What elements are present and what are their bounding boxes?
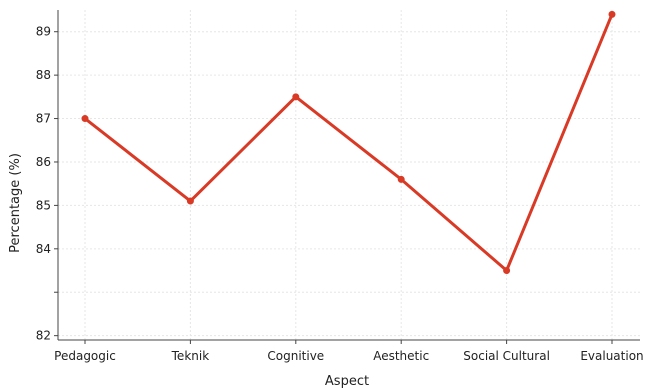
- y-tick-label: 87: [36, 112, 51, 126]
- data-point: [292, 93, 300, 101]
- y-tick-label: 84: [36, 242, 51, 256]
- data-point: [608, 10, 616, 18]
- y-tick-label: 88: [36, 68, 51, 82]
- y-tick-label: 89: [36, 25, 51, 39]
- grid-layer: [58, 10, 640, 340]
- series-layer: [81, 10, 616, 275]
- y-tick-label: 86: [36, 155, 51, 169]
- y-ticks: 82 84 85 86 87 88 89: [36, 25, 58, 343]
- x-tick-label: Evaluation: [580, 349, 643, 363]
- x-tick-label: Social Cultural: [463, 349, 550, 363]
- data-point: [186, 197, 194, 205]
- y-tick-label: 82: [36, 329, 51, 343]
- x-ticks: Pedagogic Teknik Cognitive Aesthetic Social …: [54, 340, 644, 363]
- x-axis-title: Aspect: [325, 374, 369, 389]
- data-point: [503, 267, 511, 275]
- x-tick-label: Cognitive: [267, 349, 324, 363]
- series-line: [83, 12, 614, 273]
- x-tick-label: Aesthetic: [373, 349, 429, 363]
- y-tick-label: 85: [36, 198, 51, 212]
- data-point: [81, 115, 89, 123]
- y-axis-title: Percentage (%): [8, 153, 23, 253]
- axes-layer: [57, 10, 640, 341]
- data-point: [397, 175, 405, 183]
- x-tick-label: Teknik: [171, 349, 210, 363]
- x-tick-label: Pedagogic: [54, 349, 116, 363]
